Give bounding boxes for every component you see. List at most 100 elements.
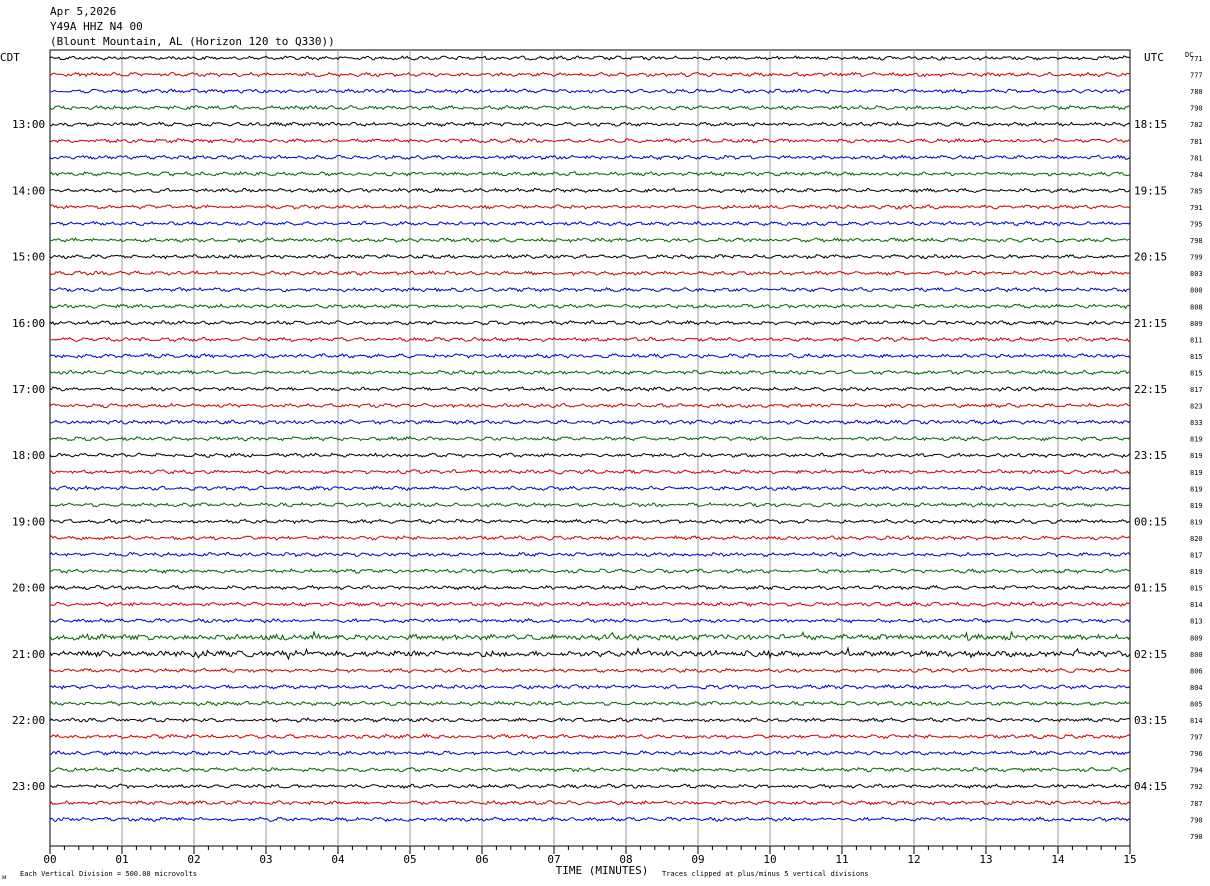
dc-offset-label: 781 xyxy=(1190,138,1203,146)
seismic-trace xyxy=(49,71,1131,78)
right-hour-label: 01:15 xyxy=(1134,582,1167,595)
left-hour-label: 22:00 xyxy=(12,714,45,727)
x-axis-title: TIME (MINUTES) xyxy=(556,864,649,877)
dc-offset-label: 833 xyxy=(1190,419,1203,427)
dc-offset-label: 804 xyxy=(1190,684,1203,692)
dc-offset-label: 795 xyxy=(1190,221,1203,229)
seismic-trace xyxy=(49,631,1131,642)
seismic-trace xyxy=(49,800,1131,806)
dc-offset-label: 798 xyxy=(1190,237,1203,245)
left-hour-label: 23:00 xyxy=(12,780,45,793)
dc-offset-label: 805 xyxy=(1190,700,1203,708)
seismic-trace xyxy=(50,386,1131,392)
dc-offset-label: 799 xyxy=(1190,254,1203,262)
seismic-trace xyxy=(49,667,1131,674)
x-tick-label: 04 xyxy=(331,853,345,866)
seismic-trace xyxy=(49,683,1131,690)
x-tick-label: 14 xyxy=(1051,853,1065,866)
seismic-trace xyxy=(49,88,1131,94)
dc-offset-label: 790 xyxy=(1190,816,1203,824)
dc-offset-label: 771 xyxy=(1190,55,1203,63)
seismic-trace xyxy=(49,601,1131,608)
dc-offset-label: 794 xyxy=(1190,767,1203,775)
dc-offset-label: 809 xyxy=(1190,320,1203,328)
seismic-trace xyxy=(50,336,1131,343)
dc-offset-label: 800 xyxy=(1190,287,1203,295)
seismic-trace xyxy=(49,468,1131,475)
dc-offset-label: 781 xyxy=(1190,154,1203,162)
seismic-trace xyxy=(49,750,1131,756)
seismic-trace xyxy=(49,452,1131,459)
left-hour-label: 17:00 xyxy=(12,383,45,396)
dc-offset-label: 796 xyxy=(1190,750,1203,758)
left-hour-label: 14:00 xyxy=(12,184,45,197)
dc-offset-label: 819 xyxy=(1190,568,1203,576)
left-timezone-label: CDT xyxy=(0,51,20,64)
right-hour-label: 04:15 xyxy=(1134,780,1167,793)
seismic-trace xyxy=(49,700,1131,707)
dc-offset-label: 809 xyxy=(1190,634,1203,642)
left-hour-label: 18:00 xyxy=(12,449,45,462)
seismic-trace xyxy=(49,55,1131,61)
x-tick-label: 01 xyxy=(115,853,128,866)
seismic-trace xyxy=(49,419,1131,425)
plot-frame xyxy=(49,49,1131,847)
right-hour-label: 19:15 xyxy=(1134,184,1167,197)
dc-offset-label: 819 xyxy=(1190,502,1203,510)
left-hour-label: 16:00 xyxy=(12,317,45,330)
seismic-trace xyxy=(49,402,1131,409)
seismic-trace xyxy=(49,783,1131,790)
seismic-trace xyxy=(49,303,1131,310)
dc-offset-label: 819 xyxy=(1190,485,1203,493)
dc-offset-label: 808 xyxy=(1190,303,1203,311)
dc-offset-label: 777 xyxy=(1190,72,1203,80)
seismic-trace xyxy=(49,104,1131,111)
seismic-traces xyxy=(49,55,1131,823)
seismic-trace xyxy=(49,535,1131,541)
seismic-trace xyxy=(49,220,1131,227)
seismic-trace xyxy=(49,646,1131,661)
dc-offset-label: 780 xyxy=(1190,88,1203,96)
dc-offset-label: 797 xyxy=(1190,734,1203,742)
seismic-trace xyxy=(49,369,1131,376)
dc-offset-label: 790 xyxy=(1190,833,1203,841)
x-tick-label: 03 xyxy=(259,853,272,866)
seismic-trace xyxy=(49,485,1131,492)
seismic-trace xyxy=(49,518,1131,525)
right-hour-label: 00:15 xyxy=(1134,515,1167,528)
dc-offset-label: 817 xyxy=(1190,552,1203,560)
right-hour-label: 18:15 xyxy=(1134,118,1167,131)
dc-offset-label: 782 xyxy=(1190,121,1203,129)
x-tick-label: 00 xyxy=(43,853,56,866)
left-hour-label: 13:00 xyxy=(12,118,45,131)
seismic-trace xyxy=(49,352,1131,359)
seismic-trace xyxy=(49,717,1131,723)
seismic-trace xyxy=(49,187,1131,194)
dc-offset-label: 792 xyxy=(1190,783,1203,791)
station-label: Y49A HHZ N4 00 xyxy=(50,20,143,33)
x-tick-label: 15 xyxy=(1123,853,1136,866)
x-tick-label: 07 xyxy=(547,853,560,866)
seismic-trace xyxy=(49,170,1131,177)
dc-offset-label: 820 xyxy=(1190,535,1203,543)
left-hour-label: 20:00 xyxy=(12,582,45,595)
left-hour-label: 19:00 xyxy=(12,515,45,528)
right-hour-label: 23:15 xyxy=(1134,449,1167,462)
x-tick-label: 10 xyxy=(763,853,776,866)
right-hour-label: 20:15 xyxy=(1134,251,1167,264)
date-label: Apr 5,2026 xyxy=(50,5,117,18)
x-tick-label: 12 xyxy=(907,853,920,866)
footer-clip-note: Traces clipped at plus/minus 5 vertical … xyxy=(662,870,869,878)
seismic-trace xyxy=(49,270,1131,277)
dc-offset-label: 817 xyxy=(1190,386,1203,394)
dc-offset-label: 814 xyxy=(1190,601,1203,609)
dc-offset-label: 819 xyxy=(1190,469,1203,477)
dc-offset-label: 787 xyxy=(1190,800,1203,808)
dc-offset-label: 784 xyxy=(1190,171,1203,179)
seismic-trace xyxy=(49,253,1131,260)
dc-offset-label: 806 xyxy=(1190,667,1203,675)
x-tick-label: 09 xyxy=(691,853,704,866)
dc-offset-label: 819 xyxy=(1190,518,1203,526)
seismic-trace xyxy=(49,816,1131,823)
